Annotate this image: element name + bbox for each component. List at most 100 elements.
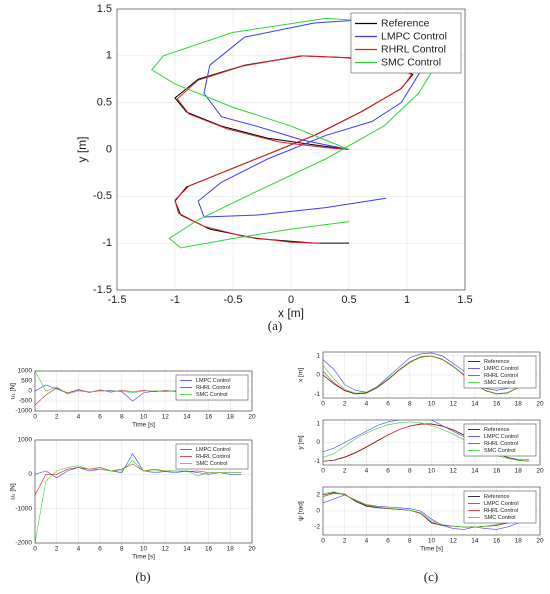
- x-tick-label: 12: [450, 538, 458, 545]
- legend-label: Reference: [381, 17, 430, 29]
- legend-label: LMPC Control: [484, 501, 519, 507]
- x-tick-label: 4: [77, 546, 81, 553]
- series-line: [35, 460, 242, 543]
- x-tick-label: 14: [183, 546, 191, 553]
- x-tick-label: 12: [450, 401, 458, 408]
- x-tick-label: 20: [536, 401, 544, 408]
- x-tick-label: 8: [408, 538, 412, 545]
- legend-label: LMPC Control: [381, 30, 447, 42]
- caption: (a): [268, 318, 282, 333]
- x-tick-label: 16: [493, 468, 501, 475]
- x-tick-label: 2: [343, 468, 347, 475]
- x-tick-label: 2: [343, 538, 347, 545]
- x-tick-label: 14: [471, 401, 479, 408]
- x-tick-label: 6: [98, 414, 102, 421]
- x-tick-label: 20: [248, 414, 256, 421]
- x-tick-label: 18: [515, 538, 523, 545]
- y-tick-label: 1: [316, 420, 320, 427]
- x-tick-label: 10: [428, 401, 436, 408]
- caption: (b): [135, 569, 150, 584]
- x-tick-label: 14: [471, 538, 479, 545]
- x-tick-label: 0: [33, 546, 37, 553]
- legend-label: RHRL Control: [484, 508, 518, 514]
- axes-frame: [322, 419, 541, 466]
- x-tick-label: 2: [55, 414, 59, 421]
- x-tick-label: 0: [288, 294, 294, 306]
- axes-frame: [34, 439, 253, 544]
- x-tick-label: 14: [183, 414, 191, 421]
- axes-frame: [34, 370, 253, 412]
- x-tick-label: 16: [493, 401, 501, 408]
- y-tick-label: -1000: [15, 408, 32, 415]
- legend-label: LMPC Control: [196, 378, 231, 384]
- legend-label: RHRL Control: [484, 441, 518, 447]
- y-tick-label: 1: [316, 353, 320, 360]
- caption: (c): [424, 569, 438, 584]
- series-line: [323, 491, 530, 528]
- x-tick-label: 4: [365, 468, 369, 475]
- series-line: [323, 493, 530, 528]
- x-tick-label: 8: [408, 401, 412, 408]
- chart: -1.5 -1 -0.5 0 0.5 1 1.5 -1.5 -1 -0.5 0 0.5 1 1.5 x [m…: [75, 3, 472, 320]
- x-tick-label: -0.5: [224, 294, 243, 306]
- x-tick-label: 10: [428, 538, 436, 545]
- y-tick-label: 0: [316, 508, 320, 515]
- x-tick-label: 2: [55, 546, 59, 553]
- x-tick-label: -1.5: [108, 294, 127, 306]
- x-tick-label: 10: [140, 414, 148, 421]
- x-tick-label: 4: [365, 401, 369, 408]
- legend-label: SMC Control: [484, 380, 515, 386]
- y-axis-label: y [m]: [298, 435, 305, 449]
- series-line: [35, 463, 242, 496]
- x-tick-label: 4: [365, 538, 369, 545]
- x-tick-label: 12: [450, 468, 458, 475]
- x-tick-label: 20: [536, 468, 544, 475]
- legend-label: Reference: [484, 427, 509, 433]
- chart: 0 2 4 6 8 10 12 14 16 18 20 -1000 -500 0 500 1000 Time […: [10, 368, 256, 429]
- y-tick-label: 0.5: [97, 97, 112, 109]
- legend-label: SMC Control: [196, 392, 227, 398]
- y-tick-label: 1000: [18, 437, 33, 444]
- x-tick-label: 10: [140, 546, 148, 553]
- legend-label: SMC Control: [196, 461, 227, 467]
- x-axis-label: x [m]: [278, 306, 304, 320]
- y-tick-label: 0: [28, 471, 32, 478]
- y-tick-label: 1.5: [97, 3, 112, 15]
- x-tick-label: 0: [33, 414, 37, 421]
- y-tick-label: -1000: [15, 505, 32, 512]
- y-tick-label: 0: [28, 388, 32, 395]
- y-axis-label: u₁ [N]: [10, 383, 17, 399]
- x-tick-label: 12: [162, 414, 170, 421]
- axes-frame: [116, 8, 466, 291]
- x-tick-label: 6: [386, 401, 390, 408]
- legend-label: SMC Control: [484, 448, 515, 454]
- x-tick-label: 6: [386, 468, 390, 475]
- x-tick-label: 20: [536, 538, 544, 545]
- x-tick-label: 0: [321, 468, 325, 475]
- axes-frame: [322, 351, 541, 399]
- y-tick-label: 0: [106, 143, 112, 155]
- series-line: [174, 55, 413, 244]
- x-tick-label: 8: [408, 468, 412, 475]
- legend-label: SMC Control: [484, 515, 515, 521]
- y-tick-label: 0: [316, 372, 320, 379]
- legend-label: Reference: [484, 359, 509, 365]
- series-line: [323, 352, 530, 393]
- x-tick-label: 18: [227, 414, 235, 421]
- x-axis-label: Time [s]: [420, 546, 443, 553]
- y-tick-label: 1000: [18, 368, 33, 375]
- y-tick-label: -1: [314, 458, 320, 465]
- y-tick-label: -0.5: [93, 190, 112, 202]
- y-tick-label: -1.5: [93, 284, 112, 296]
- x-tick-label: 18: [515, 401, 523, 408]
- y-tick-label: 1: [106, 50, 112, 62]
- y-tick-label: -1: [102, 237, 112, 249]
- series-line: [323, 355, 530, 394]
- x-tick-label: 2: [343, 401, 347, 408]
- x-tick-label: 14: [471, 468, 479, 475]
- x-tick-label: 1: [404, 294, 410, 306]
